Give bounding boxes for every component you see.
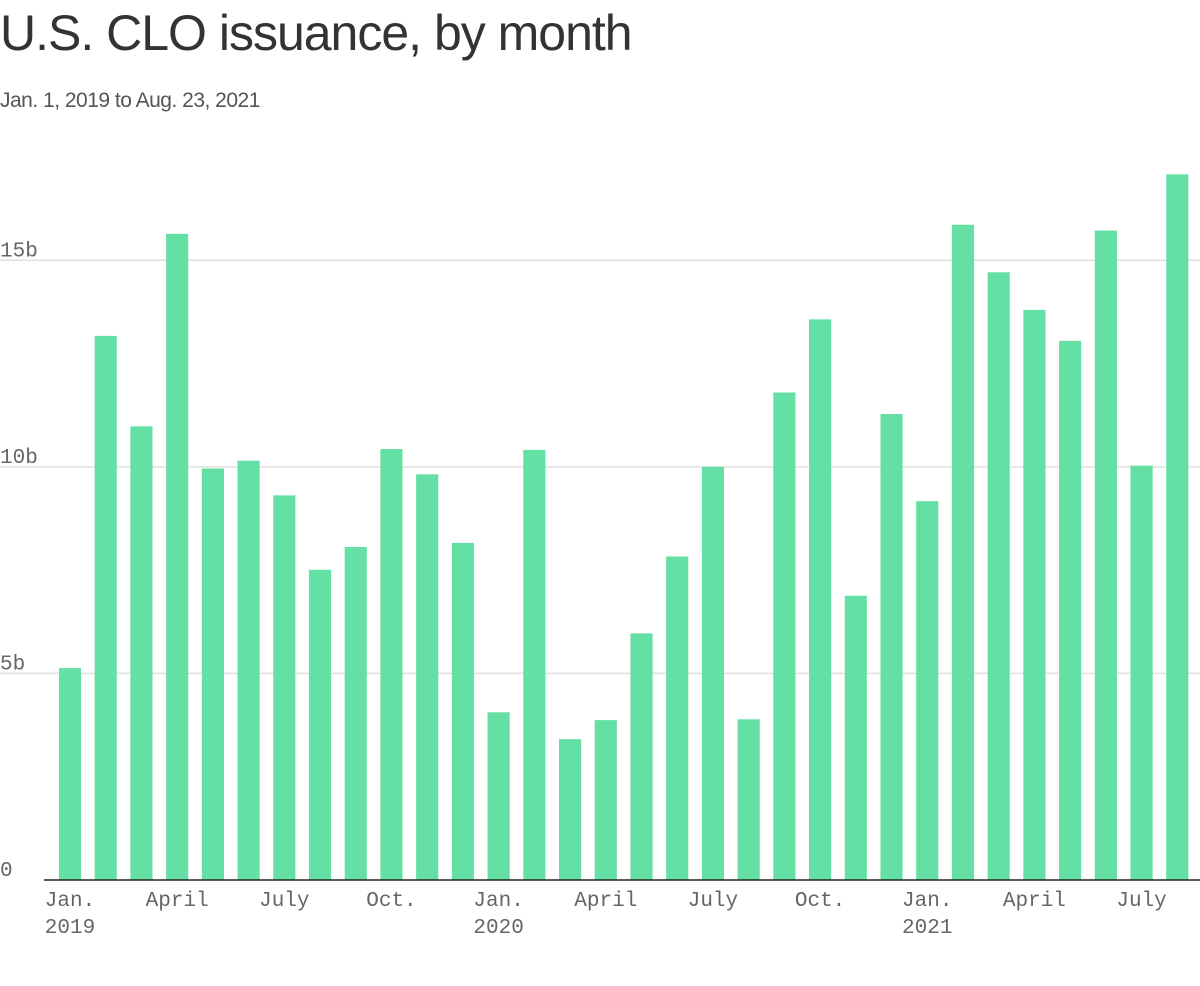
bar-2020-09 — [773, 392, 796, 880]
x-tick-label: April — [1003, 890, 1066, 913]
y-tick-label: 5b — [0, 653, 25, 676]
bar-2020-04 — [594, 720, 617, 880]
bar-2021-02 — [951, 224, 975, 880]
bar-2019-01 — [58, 668, 82, 880]
bar-2020-01 — [487, 712, 510, 880]
bar-2019-03 — [130, 426, 153, 880]
bar-2020-06 — [666, 556, 689, 880]
x-tick-year-label: 2019 — [45, 917, 95, 940]
x-axis-ticks: Jan. 2019 April July Oct. Jan. 2020 April July Oc… — [45, 890, 1167, 940]
bar-2020-10 — [809, 319, 832, 881]
bar-2021-08 — [1166, 174, 1189, 881]
x-tick-year-label: 2021 — [902, 917, 952, 940]
bar-2019-06 — [237, 460, 260, 880]
y-tick-label: 15b — [0, 240, 38, 263]
x-tick-label: April — [574, 890, 637, 913]
chart-subtitle: Jan. 1, 2019 to Aug. 23, 2021 — [0, 89, 260, 112]
bar-2020-03 — [558, 739, 582, 880]
x-tick-label: July — [259, 890, 309, 913]
y-tick-label: 0 — [0, 860, 13, 883]
x-tick-label: Jan. — [473, 890, 523, 913]
bar-2020-07 — [701, 466, 725, 880]
bar-2019-11 — [416, 474, 439, 880]
bar-2020-08 — [737, 719, 760, 880]
x-tick-label: Jan. — [45, 890, 95, 913]
y-tick-label: 10b — [0, 447, 38, 470]
bar-2019-08 — [308, 569, 332, 880]
bar-2019-04 — [166, 233, 189, 880]
bar-2020-02 — [523, 449, 546, 880]
bars — [58, 174, 1189, 881]
x-tick-label: Jan. — [902, 890, 952, 913]
x-tick-label: July — [1116, 890, 1166, 913]
x-tick-label: Oct. — [795, 890, 845, 913]
bar-2019-05 — [201, 468, 224, 880]
bar-2021-07 — [1130, 465, 1153, 880]
y-axis-ticks: 0 5b 10b 15b — [0, 240, 38, 883]
bar-2020-12 — [880, 413, 903, 880]
bar-2019-09 — [344, 547, 367, 880]
bar-2021-06 — [1094, 230, 1117, 880]
bar-2020-05 — [630, 633, 653, 880]
bar-2019-07 — [273, 495, 296, 880]
x-tick-year-label: 2020 — [473, 917, 523, 940]
bar-2021-04 — [1023, 309, 1046, 880]
bar-2021-01 — [916, 501, 939, 880]
x-tick-label: July — [688, 890, 738, 913]
bar-2019-02 — [94, 335, 117, 880]
bar-2019-10 — [380, 449, 403, 880]
chart-title: U.S. CLO issuance, by month — [0, 5, 633, 61]
x-tick-label: Oct. — [366, 890, 416, 913]
bar-2019-12 — [451, 542, 474, 880]
bar-2021-05 — [1059, 340, 1082, 880]
x-tick-label: April — [146, 890, 209, 913]
bar-2020-11 — [844, 595, 867, 880]
bar-2021-03 — [987, 272, 1010, 880]
